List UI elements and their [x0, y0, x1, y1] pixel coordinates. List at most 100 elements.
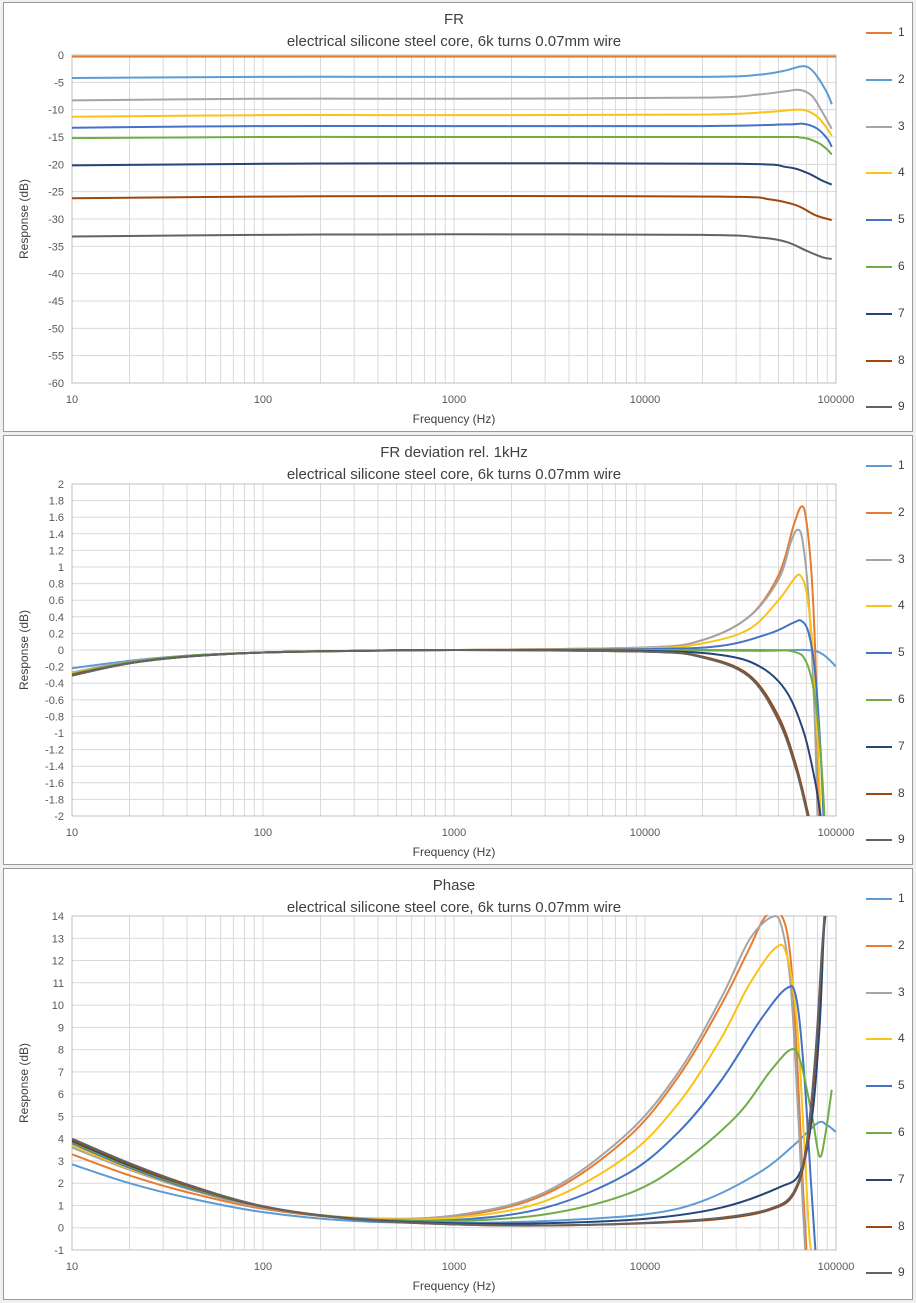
legend-label: 7 — [898, 305, 905, 320]
chart-subtitle: electrical silicone steel core, 6k turns… — [286, 33, 622, 50]
legend-item-3: 3 — [864, 119, 912, 135]
legend-label: 1 — [898, 458, 905, 472]
y-tick-label: -0.2 — [45, 662, 64, 674]
x-tick-label: 100 — [254, 827, 272, 839]
chart-title-main: Phase — [432, 877, 476, 894]
y-tick-label: 3 — [58, 1156, 64, 1168]
legend-label: 5 — [898, 645, 905, 660]
legend-label: 5 — [898, 1078, 905, 1093]
y-axis: 2 1.8 1.6 1.4 1.2 1 0.8 0.6 0.4 0.2 0 -0.2 -0.4 -0.6 -… — [45, 479, 64, 823]
legend-item-8: 8 — [864, 786, 912, 802]
legend-label: 4 — [898, 598, 905, 613]
legend-swatch — [866, 792, 892, 795]
chart-panel-fr: FR electrical silicone steel core, 6k tu… — [3, 2, 913, 432]
x-tick-label: 10 — [66, 1261, 78, 1273]
y-axis-label: Response (dB) — [17, 610, 31, 690]
y-tick-label: 5 — [58, 1111, 64, 1123]
legend-item-3: 3 — [864, 985, 912, 1001]
series-line-2 — [72, 915, 808, 1251]
x-tick-label: 100 — [254, 1261, 272, 1273]
y-tick-label: 10 — [52, 1000, 64, 1012]
legend-item-6: 6 — [864, 259, 912, 275]
legend-swatch — [866, 1085, 892, 1088]
legend-item-7: 7 — [864, 306, 912, 322]
legend-item-2: 2 — [864, 72, 912, 88]
x-tick-label: 10000 — [630, 394, 661, 406]
y-tick-label: -50 — [48, 323, 64, 335]
y-tick-label: -55 — [48, 351, 64, 363]
y-tick-label: -60 — [48, 378, 64, 390]
x-axis-label: Frequency (Hz) — [413, 1279, 496, 1293]
y-tick-label: 4 — [58, 1134, 64, 1146]
legend-swatch — [866, 1132, 892, 1134]
y-tick-label: 1 — [58, 1200, 64, 1212]
y-tick-label: 0.8 — [49, 579, 64, 591]
legend-swatch — [866, 511, 892, 514]
y-tick-label: 12 — [52, 956, 64, 968]
series-line-4 — [72, 108, 833, 137]
legend-item-5: 5 — [864, 1078, 912, 1094]
x-tick-label: 1000 — [442, 1261, 466, 1273]
legend-label: 1 — [898, 25, 905, 39]
x-tick-label: 10000 — [630, 1261, 661, 1273]
legend-item-2: 2 — [864, 938, 912, 954]
legend-label: 7 — [898, 1171, 905, 1186]
series-line-9 — [72, 648, 809, 817]
legend-label: 5 — [898, 212, 905, 227]
series-line-6 — [72, 135, 833, 156]
x-tick-label: 100 — [254, 394, 272, 406]
legend-label: 6 — [898, 1125, 905, 1139]
legend-item-7: 7 — [864, 739, 912, 755]
legend-label: 9 — [898, 1265, 905, 1280]
legend-item-1: 1 — [864, 891, 912, 907]
x-tick-label: 10 — [66, 827, 78, 839]
legend-swatch — [866, 406, 892, 409]
legend-item-4: 4 — [864, 165, 912, 181]
y-tick-label: -10 — [48, 105, 64, 117]
series-line-9 — [72, 915, 826, 1227]
legend-item-9: 9 — [864, 399, 912, 415]
x-axis: 10 100 1000 10000 100000 — [66, 1261, 854, 1273]
y-tick-label: 1.4 — [49, 529, 64, 541]
x-axis-label: Frequency (Hz) — [413, 845, 496, 859]
y-tick-label: 0 — [58, 1223, 64, 1235]
x-tick-label: 10000 — [630, 827, 661, 839]
y-tick-label: -0.8 — [45, 711, 64, 723]
legend-swatch — [866, 605, 892, 608]
legend-label: 8 — [898, 352, 905, 367]
legend-label: 7 — [898, 738, 905, 753]
legend-swatch — [866, 1178, 892, 1181]
series-line-3 — [72, 915, 807, 1251]
legend-label: 2 — [898, 937, 905, 952]
y-tick-label: 1.2 — [49, 545, 64, 557]
legend-item-4: 4 — [864, 1031, 912, 1047]
legend-swatch — [866, 32, 892, 34]
legend-label: 2 — [898, 504, 905, 519]
legend-label: 9 — [898, 399, 905, 414]
x-axis: 10 100 1000 10000 100000 — [66, 827, 854, 839]
chart-title-main: FR — [444, 11, 464, 28]
x-tick-label: 10 — [66, 394, 78, 406]
y-tick-label: -30 — [48, 214, 64, 226]
plot-area — [71, 54, 837, 384]
legend-label: 8 — [898, 1218, 905, 1233]
y-tick-label: 9 — [58, 1022, 64, 1034]
y-tick-label: 11 — [53, 978, 64, 990]
y-tick-label: -1.8 — [45, 794, 64, 806]
series-line-4 — [72, 943, 813, 1251]
legend-swatch — [866, 652, 892, 655]
chart-panel-phase: Phase electrical silicone steel core, 6k… — [3, 868, 913, 1300]
y-tick-label: 0.4 — [49, 612, 64, 624]
y-tick-label: 8 — [58, 1045, 64, 1057]
chart-title-main: FR deviation rel. 1kHz — [380, 444, 528, 461]
legend-label: 6 — [898, 692, 905, 706]
legend-label: 3 — [898, 118, 905, 133]
x-tick-label: 100000 — [818, 394, 855, 406]
y-axis-label: Response (dB) — [17, 1043, 31, 1123]
series-line-2 — [72, 65, 833, 105]
legend-swatch — [866, 359, 892, 362]
chart-subtitle: electrical silicone steel core, 6k turns… — [286, 466, 622, 483]
y-tick-label: -1.2 — [45, 745, 64, 757]
legend-swatch — [866, 312, 892, 315]
